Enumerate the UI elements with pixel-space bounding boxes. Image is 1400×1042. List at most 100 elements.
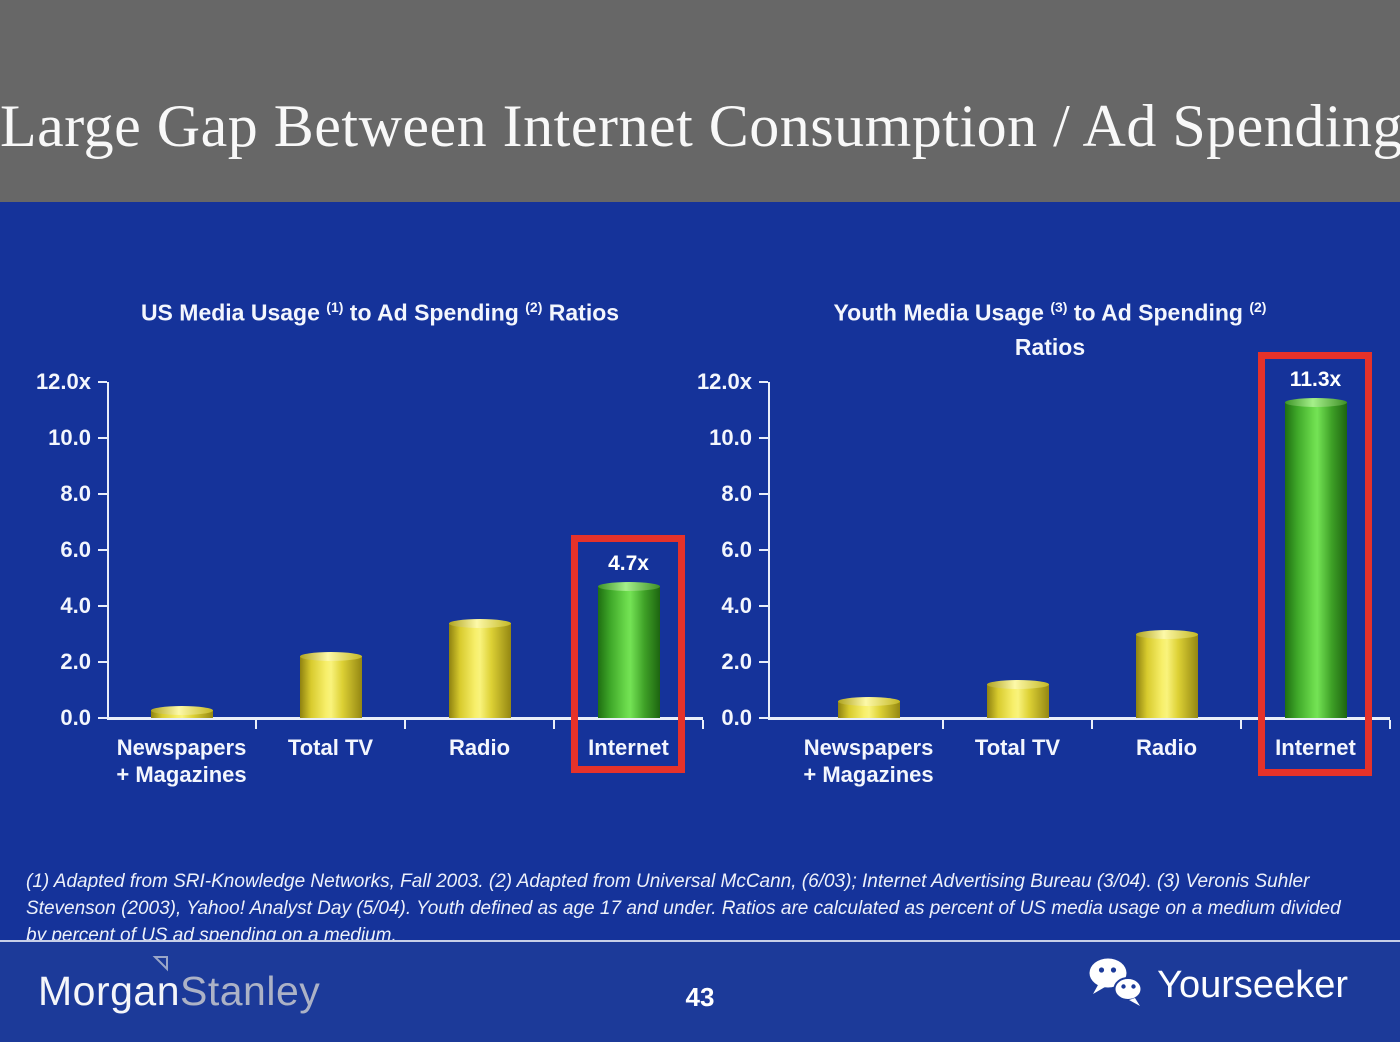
watermark-label: Yourseeker <box>1157 964 1348 1006</box>
category-label-line: Radio <box>1135 735 1198 760</box>
y-tick-mark <box>759 549 768 551</box>
highlight-box <box>571 535 685 773</box>
x-axis <box>768 717 1390 720</box>
slide-header-band: Large Gap Between Internet Consumption /… <box>0 0 1400 202</box>
y-tick-label: 12.0x <box>696 369 752 394</box>
category-label: Internet <box>1236 734 1396 761</box>
category-label-line: Internet <box>588 735 669 760</box>
y-tick-mark <box>98 605 107 607</box>
bar-cylinder-top <box>448 619 511 628</box>
bar-internet <box>1284 398 1347 718</box>
y-tick-mark <box>98 717 107 719</box>
category-label-line: Total TV <box>974 735 1061 760</box>
y-tick-label: 4.0 <box>721 593 752 618</box>
y-tick-mark <box>759 437 768 439</box>
category-label: Internet <box>549 734 709 761</box>
y-tick-label: 6.0 <box>60 537 91 562</box>
bar-radio <box>1135 630 1198 718</box>
watermark: Yourseeker <box>1085 956 1348 1015</box>
chart-title: US Media Usage (1) to Ad Spending (2) Ra… <box>140 299 620 326</box>
y-tick-mark <box>98 661 107 663</box>
bar-cylinder-top <box>150 706 213 715</box>
title-superscript: (2) <box>525 299 543 315</box>
bar-value-label: 4.7x <box>608 552 649 575</box>
category-label-line: Internet <box>1275 735 1356 760</box>
y-tick-mark <box>759 717 768 719</box>
y-tick-mark <box>98 437 107 439</box>
category-label-line: Newspapers <box>116 735 247 760</box>
bar-cylinder-top <box>837 697 900 706</box>
y-tick-label: 8.0 <box>721 481 752 506</box>
x-tick-mark <box>942 720 944 729</box>
y-tick-label: 6.0 <box>721 537 752 562</box>
y-tick-mark <box>98 549 107 551</box>
highlight-box <box>1258 352 1372 776</box>
category-label-line: Total TV <box>287 735 374 760</box>
chart-title: Youth Media Usage (3) to Ad Spending (2)… <box>833 299 1267 360</box>
y-tick-label: 2.0 <box>60 649 91 674</box>
category-label-line: + Magazines <box>803 762 934 787</box>
chart-youth-media-usage: Youth Media Usage (3) to Ad Spending (2)… <box>697 270 1400 820</box>
x-tick-mark <box>1389 720 1391 729</box>
category-label: Radio <box>400 734 560 761</box>
x-tick-mark <box>255 720 257 729</box>
morgan-stanley-logo: MorganStanley <box>38 968 320 1015</box>
y-tick-label: 12.0x <box>35 369 91 394</box>
bar-cylinder-top <box>1284 398 1347 407</box>
category-label: Newspapers + Magazines <box>102 734 262 788</box>
y-tick-label: 4.0 <box>60 593 91 618</box>
y-tick-mark <box>759 661 768 663</box>
title-superscript: (3) <box>1050 299 1068 315</box>
y-tick-mark <box>759 381 768 383</box>
wechat-icon <box>1085 956 1147 1015</box>
bar-cylinder-top <box>597 582 660 591</box>
y-tick-mark <box>98 493 107 495</box>
chart-us-media-usage: US Media Usage (1) to Ad Spending (2) Ra… <box>0 270 712 820</box>
category-label-line: + Magazines <box>116 762 247 787</box>
brand-stanley: Stanley <box>180 968 321 1014</box>
bar-total-tv <box>986 680 1049 718</box>
bar-value-label: 11.3x <box>1289 368 1342 391</box>
x-tick-mark <box>404 720 406 729</box>
bar-cylinder-top <box>1135 630 1198 639</box>
category-label: Total TV <box>251 734 411 761</box>
footnote: (1) Adapted from SRI-Knowledge Networks,… <box>26 868 1341 949</box>
x-axis <box>107 717 703 720</box>
x-tick-mark <box>702 720 704 729</box>
y-tick-label: 2.0 <box>721 649 752 674</box>
category-label-line: Newspapers <box>803 735 934 760</box>
y-axis <box>107 382 109 720</box>
bar-newspapers-magazines <box>150 706 213 718</box>
category-label: Total TV <box>938 734 1098 761</box>
morgan-stanley-triangle-icon <box>152 954 170 977</box>
y-tick-label: 10.0 <box>709 425 752 450</box>
x-tick-mark <box>1091 720 1093 729</box>
y-tick-label: 10.0 <box>48 425 91 450</box>
y-axis <box>768 382 770 720</box>
bar-cylinder-top <box>299 652 362 661</box>
category-label: Newspapers + Magazines <box>789 734 949 788</box>
bar-radio <box>448 619 511 718</box>
y-tick-label: 0.0 <box>60 705 91 730</box>
brand-morgan: Morgan <box>38 968 181 1014</box>
footnote-line: Stevenson (2003), Yahoo! Analyst Day (5/… <box>26 898 1341 919</box>
category-label: Radio <box>1087 734 1247 761</box>
bar-total-tv <box>299 652 362 718</box>
slide-footer-band: MorganStanley 43 Yourseeker <box>0 942 1400 1042</box>
footnote-line: (1) Adapted from SRI-Knowledge Networks,… <box>26 871 1310 892</box>
y-tick-mark <box>98 381 107 383</box>
bar-internet <box>597 582 660 718</box>
x-tick-mark <box>553 720 555 729</box>
page-number: 43 <box>685 982 715 1012</box>
title-superscript: (2) <box>1249 299 1267 315</box>
y-tick-label: 0.0 <box>721 705 752 730</box>
slide-title: Large Gap Between Internet Consumption /… <box>0 93 1400 159</box>
bar-cylinder-top <box>986 680 1049 689</box>
bar-newspapers-magazines <box>837 697 900 718</box>
y-tick-mark <box>759 493 768 495</box>
x-tick-mark <box>1240 720 1242 729</box>
y-tick-mark <box>759 605 768 607</box>
footer-divider-line <box>0 940 1400 942</box>
title-superscript: (1) <box>326 299 344 315</box>
